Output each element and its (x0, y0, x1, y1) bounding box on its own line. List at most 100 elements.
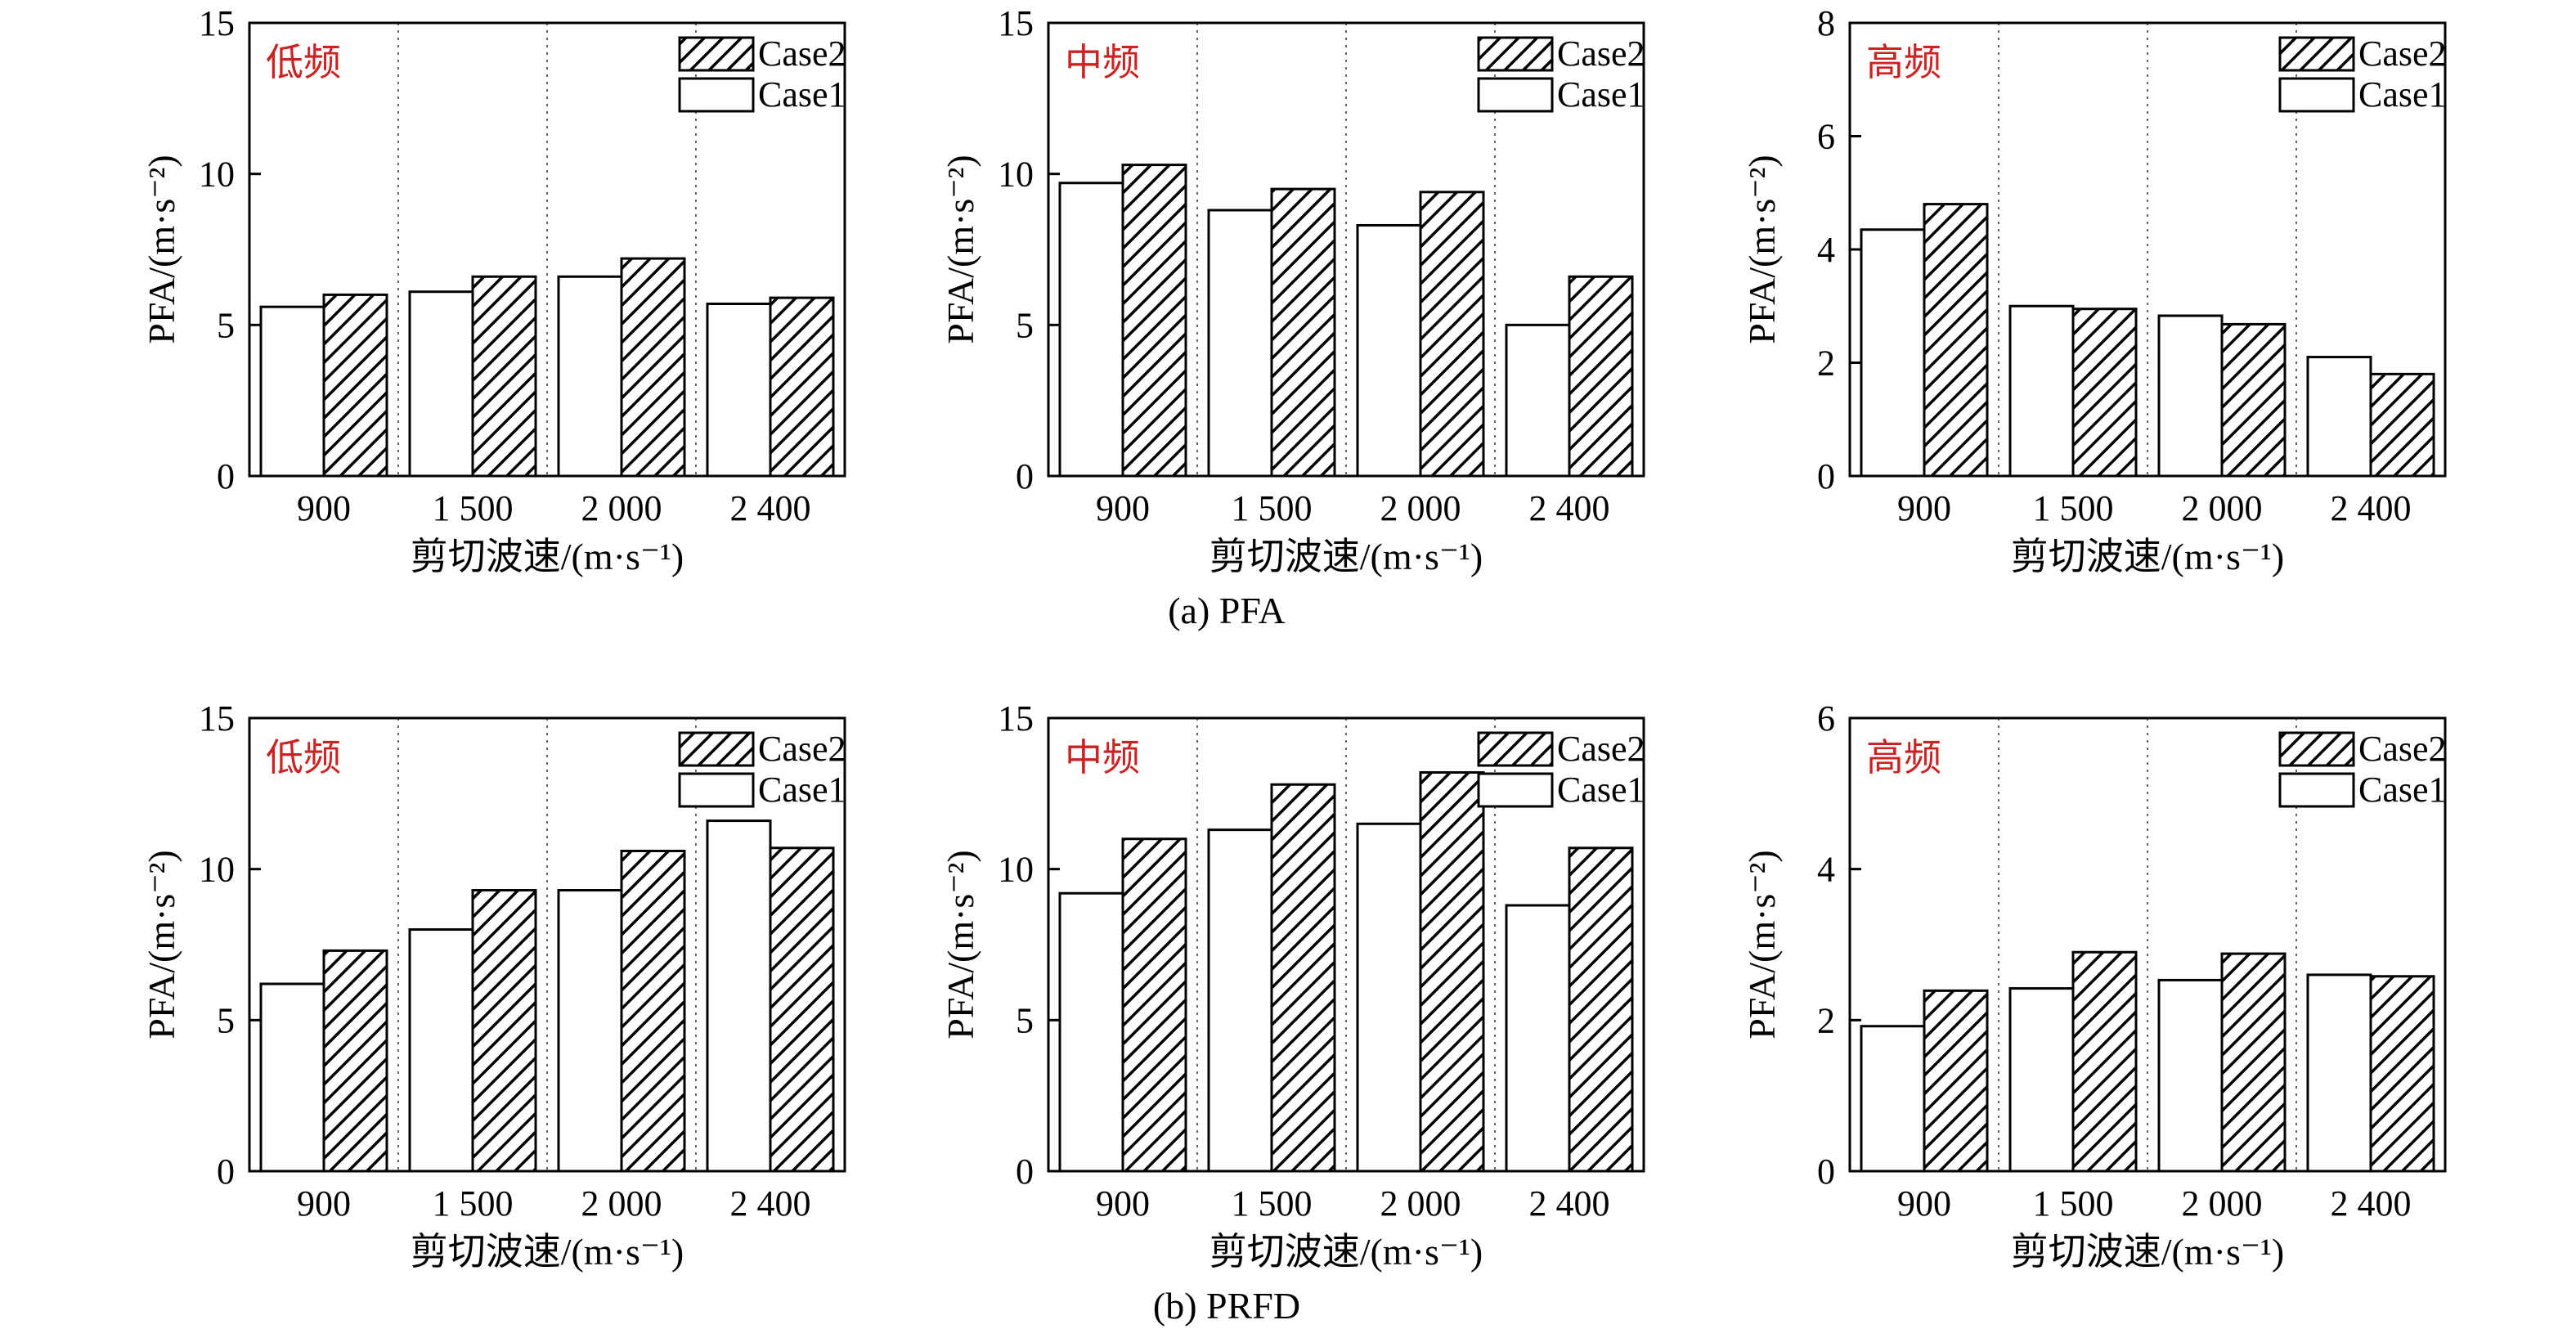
band-label: 中频 (1065, 40, 1140, 84)
bar-case1-3 (557, 889, 623, 1173)
bar-case2-2 (471, 275, 537, 478)
y-tick-label: 10 (998, 155, 1034, 195)
y-tick-label: 0 (1016, 456, 1034, 496)
x-axis-label: 剪切波速/(m·s⁻¹) (411, 536, 684, 577)
bar-case1-2 (1207, 209, 1273, 478)
legend-label-case2: Case2 (2358, 729, 2447, 769)
x-axis-label: 剪切波速/(m·s⁻¹) (1209, 1231, 1483, 1273)
y-tick-label: 0 (1817, 1152, 1835, 1192)
y-axis-label: PFA/(m·s⁻²) (940, 850, 981, 1039)
bar-case2-1 (1121, 837, 1187, 1173)
y-tick-label: 2 (1817, 343, 1835, 384)
x-tick-label: 2 000 (1380, 1183, 1461, 1224)
x-tick-label: 2 400 (1529, 1183, 1610, 1224)
chart-panel-2: 0 5 10 15 900 1 500 2 000 2 400 剪切波速/(m·s⁻¹) PFA/… (940, 3, 1645, 577)
x-tick-label: 1 500 (2033, 488, 2114, 528)
bar-case2-2 (1270, 783, 1336, 1173)
y-tick-label: 15 (998, 3, 1034, 43)
y-tick-label: 0 (1016, 1152, 1034, 1192)
bar-case2-4 (769, 846, 835, 1173)
band-label: 中频 (1065, 735, 1140, 779)
legend-label-case1: Case1 (758, 770, 846, 810)
bar-case1-3 (1356, 223, 1422, 478)
legend-label-case1: Case1 (1557, 770, 1645, 810)
y-tick-label: 15 (199, 698, 235, 739)
bar-case2-3 (2220, 322, 2287, 478)
legend-label-case1: Case1 (758, 74, 846, 114)
x-tick-label: 2 000 (1380, 488, 1461, 528)
bar-case1-1 (1058, 182, 1124, 478)
band-label: 低频 (266, 735, 341, 779)
band-label: 低频 (266, 40, 341, 84)
bar-case1-2 (408, 290, 474, 478)
y-tick-label: 0 (217, 456, 235, 496)
legend-label-case1: Case1 (2358, 74, 2447, 114)
bar-case2-2 (1270, 187, 1336, 478)
x-tick-label: 2 000 (581, 1183, 662, 1224)
plot-frame (1848, 716, 2447, 1173)
y-axis-label: PFA/(m·s⁻²) (1741, 155, 1783, 343)
y-tick-label: 5 (217, 1000, 235, 1040)
bar-case2-4 (2369, 372, 2435, 478)
x-axis-label: 剪切波速/(m·s⁻¹) (2011, 1231, 2285, 1273)
bar-case1-4 (706, 819, 772, 1173)
plot-frame (1047, 21, 1645, 478)
x-axis-label: 剪切波速/(m·s⁻¹) (2011, 536, 2285, 577)
x-tick-label: 1 500 (2033, 1183, 2114, 1224)
y-tick-label: 4 (1817, 850, 1835, 890)
caption-a: (a) PFA (1168, 590, 1286, 631)
caption-b: (b) PRFD (1153, 1285, 1300, 1327)
bar-case2-1 (1121, 164, 1187, 478)
plot-frame (1047, 716, 1645, 1173)
bar-case2-4 (1568, 846, 1634, 1173)
y-tick-label: 0 (217, 1152, 235, 1192)
legend-label-case1: Case1 (2358, 770, 2447, 810)
bar-case1-2 (2008, 987, 2075, 1173)
x-axis-label: 剪切波速/(m·s⁻¹) (411, 1231, 684, 1273)
y-axis-label: PFA/(m·s⁻²) (940, 155, 981, 343)
x-tick-label: 900 (1897, 1183, 1951, 1224)
x-tick-label: 900 (297, 488, 351, 528)
bar-case1-3 (2157, 978, 2224, 1173)
y-tick-label: 6 (1817, 698, 1835, 739)
bar-case1-3 (2157, 314, 2224, 478)
legend-swatch-case1 (1477, 77, 1554, 113)
bar-case2-1 (1923, 203, 1989, 478)
y-tick-label: 10 (199, 155, 235, 195)
legend-swatch-case2 (1477, 36, 1554, 72)
x-tick-label: 2 400 (730, 1183, 811, 1224)
chart-panel-6: 0 2 4 6 900 1 500 2 000 2 400 剪切波速/(m·s⁻¹) PFA/(m… (1741, 698, 2447, 1273)
y-tick-label: 5 (1016, 305, 1034, 345)
legend-swatch-case1 (2278, 77, 2355, 113)
x-tick-label: 2 400 (730, 488, 811, 528)
chart-panel-4: 0 5 10 15 900 1 500 2 000 2 400 剪切波速/(m·s⁻¹) PFA/… (141, 698, 846, 1273)
x-tick-label: 900 (297, 1183, 351, 1224)
band-label: 高频 (1866, 40, 1941, 84)
legend-label-case2: Case2 (2358, 34, 2447, 74)
bar-case1-1 (259, 982, 325, 1173)
bar-case1-3 (1356, 822, 1422, 1173)
x-tick-label: 900 (1897, 488, 1951, 528)
bar-case1-1 (1860, 228, 1926, 478)
y-axis-label: PFA/(m·s⁻²) (141, 155, 182, 343)
y-tick-label: 6 (1817, 117, 1835, 157)
chart-panel-3: 0 2 4 6 8 900 1 500 2 000 2 400 剪切波速/(m·s⁻¹) PFA/(… (1741, 3, 2447, 577)
bar-case1-1 (1860, 1025, 1926, 1173)
x-axis-label: 剪切波速/(m·s⁻¹) (1209, 536, 1483, 577)
bar-case1-4 (1505, 904, 1571, 1173)
legend-swatch-case1 (2278, 772, 2355, 808)
bar-case2-3 (1419, 770, 1485, 1173)
y-tick-label: 0 (1817, 456, 1835, 496)
x-tick-label: 900 (1096, 488, 1150, 528)
legend-swatch-case1 (1477, 772, 1554, 808)
chart-panel-5: 0 5 10 15 900 1 500 2 000 2 400 剪切波速/(m·s⁻¹) PFA/… (940, 698, 1645, 1273)
x-tick-label: 2 000 (581, 488, 662, 528)
legend-label-case2: Case2 (758, 34, 846, 74)
legend-swatch-case2 (1477, 731, 1554, 767)
x-tick-label: 1 500 (1232, 1183, 1313, 1224)
bar-case2-3 (1419, 191, 1485, 478)
plot-frame (248, 716, 846, 1173)
y-tick-label: 15 (199, 3, 235, 43)
bar-case2-3 (620, 850, 686, 1173)
y-tick-label: 2 (1817, 1000, 1835, 1040)
